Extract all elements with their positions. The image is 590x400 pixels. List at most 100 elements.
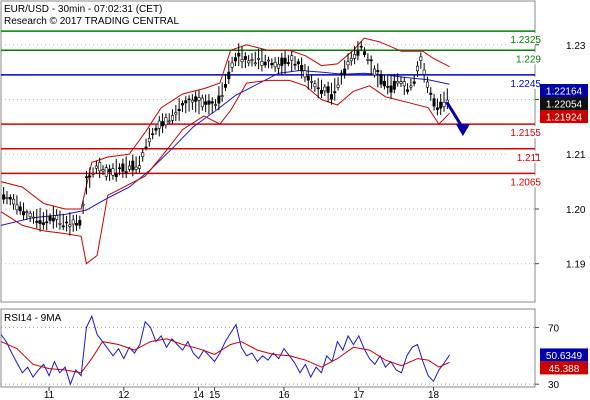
price-y-tick-label: 1.19 — [566, 260, 586, 271]
level-label-bg — [506, 33, 542, 46]
rsi-series — [0, 314, 451, 386]
candle-body — [432, 98, 436, 107]
x-tick-label: 12 — [118, 390, 130, 400]
candle-body — [429, 92, 433, 95]
level-label-bg — [506, 76, 542, 89]
candle-body — [204, 101, 208, 105]
candle-body — [409, 85, 413, 88]
price-y-tick-label: 1.21 — [566, 150, 586, 161]
candle-body — [121, 163, 125, 172]
price-y-tick-label: 1.23 — [566, 41, 586, 52]
candle-body — [157, 120, 161, 129]
price-y-axis: 1.231.221.211.201.19 — [535, 41, 586, 271]
level-label: 1.229 — [516, 54, 541, 65]
candle-body — [184, 100, 188, 104]
candle-body — [18, 206, 22, 212]
candle-body — [276, 63, 280, 69]
candle-body — [48, 215, 52, 221]
candle-body — [200, 97, 204, 108]
candle-body — [45, 221, 49, 224]
candle-body — [323, 86, 327, 92]
candle-body — [127, 165, 131, 170]
candle-body — [425, 81, 429, 88]
candle-body — [25, 211, 29, 214]
candle-body — [247, 60, 251, 64]
candle-body — [214, 104, 218, 106]
candle-body — [260, 61, 264, 66]
rsi-value-boxes: 50.6349 45.388 — [540, 348, 588, 375]
candle-body — [141, 152, 145, 157]
candle-body — [210, 101, 214, 104]
candle-body — [412, 81, 416, 84]
candle-body — [131, 160, 135, 171]
candle-body — [68, 224, 72, 227]
x-tick-label: 15 — [209, 390, 221, 400]
candle-body — [187, 98, 191, 101]
candle-body — [167, 120, 171, 123]
candle-body — [104, 167, 108, 177]
candle-body — [366, 59, 370, 61]
candle-body — [422, 69, 426, 75]
candle-body — [399, 81, 403, 84]
candle-body — [296, 61, 300, 65]
rsi-value-label: 50.6349 — [546, 351, 583, 362]
candle-body — [267, 59, 271, 62]
candle-body — [114, 173, 118, 178]
candle-body — [38, 220, 42, 224]
x-tick-label: 18 — [428, 390, 440, 400]
forecast-arrow-head — [455, 124, 470, 137]
candle-body — [144, 146, 148, 149]
price-candles — [2, 41, 449, 236]
candle-body — [31, 216, 35, 219]
level-label: 1.2325 — [510, 35, 541, 46]
candle-body — [270, 62, 274, 66]
candle-body — [164, 117, 168, 126]
level-label-bg — [506, 175, 542, 188]
candle-body — [223, 84, 227, 88]
candle-body — [326, 86, 330, 93]
candle-body — [2, 194, 6, 200]
candle-body — [333, 91, 337, 94]
candle-body — [293, 63, 297, 66]
x-tick-label: 14 — [193, 390, 205, 400]
candle-body — [336, 84, 340, 88]
candle-body — [28, 212, 32, 218]
candle-body — [396, 81, 400, 84]
rsi-y-tick-label: 30 — [548, 380, 560, 391]
candle-body — [151, 133, 155, 136]
candle-body — [98, 162, 102, 172]
candle-body — [416, 65, 420, 72]
candle-body — [406, 89, 410, 92]
candle-body — [35, 220, 39, 223]
candle-body — [250, 59, 254, 62]
candle-body — [5, 197, 9, 199]
candle-body — [439, 101, 443, 109]
chart-title: EUR/USD - 30min - 07:02:31 (CET) — [4, 4, 162, 15]
candle-body — [290, 55, 294, 61]
rsi-plot-frame — [0, 308, 536, 388]
candle-body — [8, 196, 12, 200]
candle-body — [363, 51, 367, 55]
candle-body — [154, 128, 158, 131]
candle-body — [379, 74, 383, 85]
candle-body — [65, 221, 69, 224]
candle-body — [382, 80, 386, 87]
candle-body — [300, 65, 304, 72]
candle-body — [84, 176, 88, 178]
candle-body — [392, 80, 396, 90]
candle-body — [22, 211, 26, 216]
level-label: 1.2155 — [510, 128, 541, 139]
price-indicators — [0, 37, 450, 265]
candle-body — [58, 223, 62, 225]
candle-body — [306, 76, 310, 81]
candle-body — [376, 70, 380, 73]
rsi-series-line — [0, 314, 451, 386]
x-tick-label: 16 — [278, 390, 290, 400]
candle-body — [442, 101, 446, 107]
candle-body — [75, 223, 79, 226]
candle-body — [359, 45, 363, 48]
candle-body — [81, 203, 85, 206]
candle-body — [339, 72, 343, 75]
candle-body — [91, 173, 95, 175]
candle-body — [286, 62, 290, 64]
